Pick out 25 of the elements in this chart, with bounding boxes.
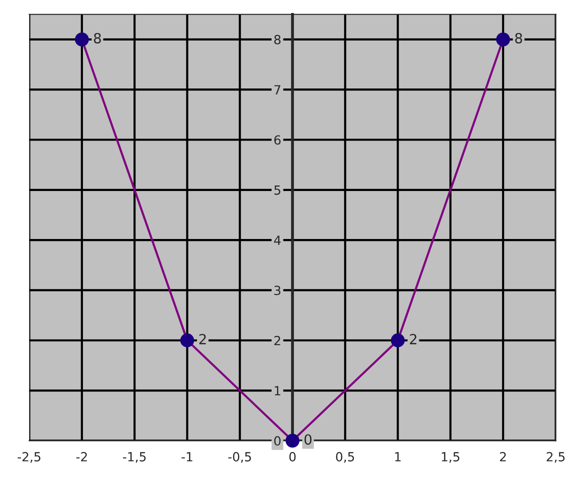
x-tick-label: -2,5 bbox=[18, 452, 40, 463]
x-tick-label: 1 bbox=[395, 452, 401, 462]
x-tick-label: 1,5 bbox=[442, 452, 460, 463]
data-label: 2 bbox=[410, 334, 416, 344]
y-tick-label: 6 bbox=[274, 135, 281, 145]
x-tick-label: -1 bbox=[182, 452, 192, 462]
y-tick-label: 1 bbox=[274, 386, 280, 396]
y-tick-label: 8 bbox=[274, 34, 281, 44]
y-tick-label: 7 bbox=[274, 85, 280, 94]
x-tick-label: -2 bbox=[76, 452, 87, 462]
y-tick-label: 3 bbox=[274, 286, 280, 296]
x-tick-label: 0 bbox=[289, 452, 296, 462]
data-label: 8 bbox=[515, 32, 522, 44]
y-tick-label: 4 bbox=[274, 236, 281, 245]
x-tick-label: 2 bbox=[500, 452, 506, 462]
y-tick-label: 2 bbox=[274, 336, 280, 346]
data-label: 2 bbox=[199, 334, 206, 344]
x-tick-label: -0,5 bbox=[228, 452, 251, 463]
y-tick-label: 5 bbox=[274, 186, 280, 195]
y-tick-label: 0 bbox=[274, 436, 281, 446]
x-tick-label: -1,5 bbox=[122, 452, 146, 463]
data-label: 0 bbox=[304, 434, 312, 445]
x-tick-label: 2,5 bbox=[546, 452, 565, 463]
x-tick-label: 0,5 bbox=[336, 452, 354, 463]
data-label: 8 bbox=[94, 32, 101, 44]
